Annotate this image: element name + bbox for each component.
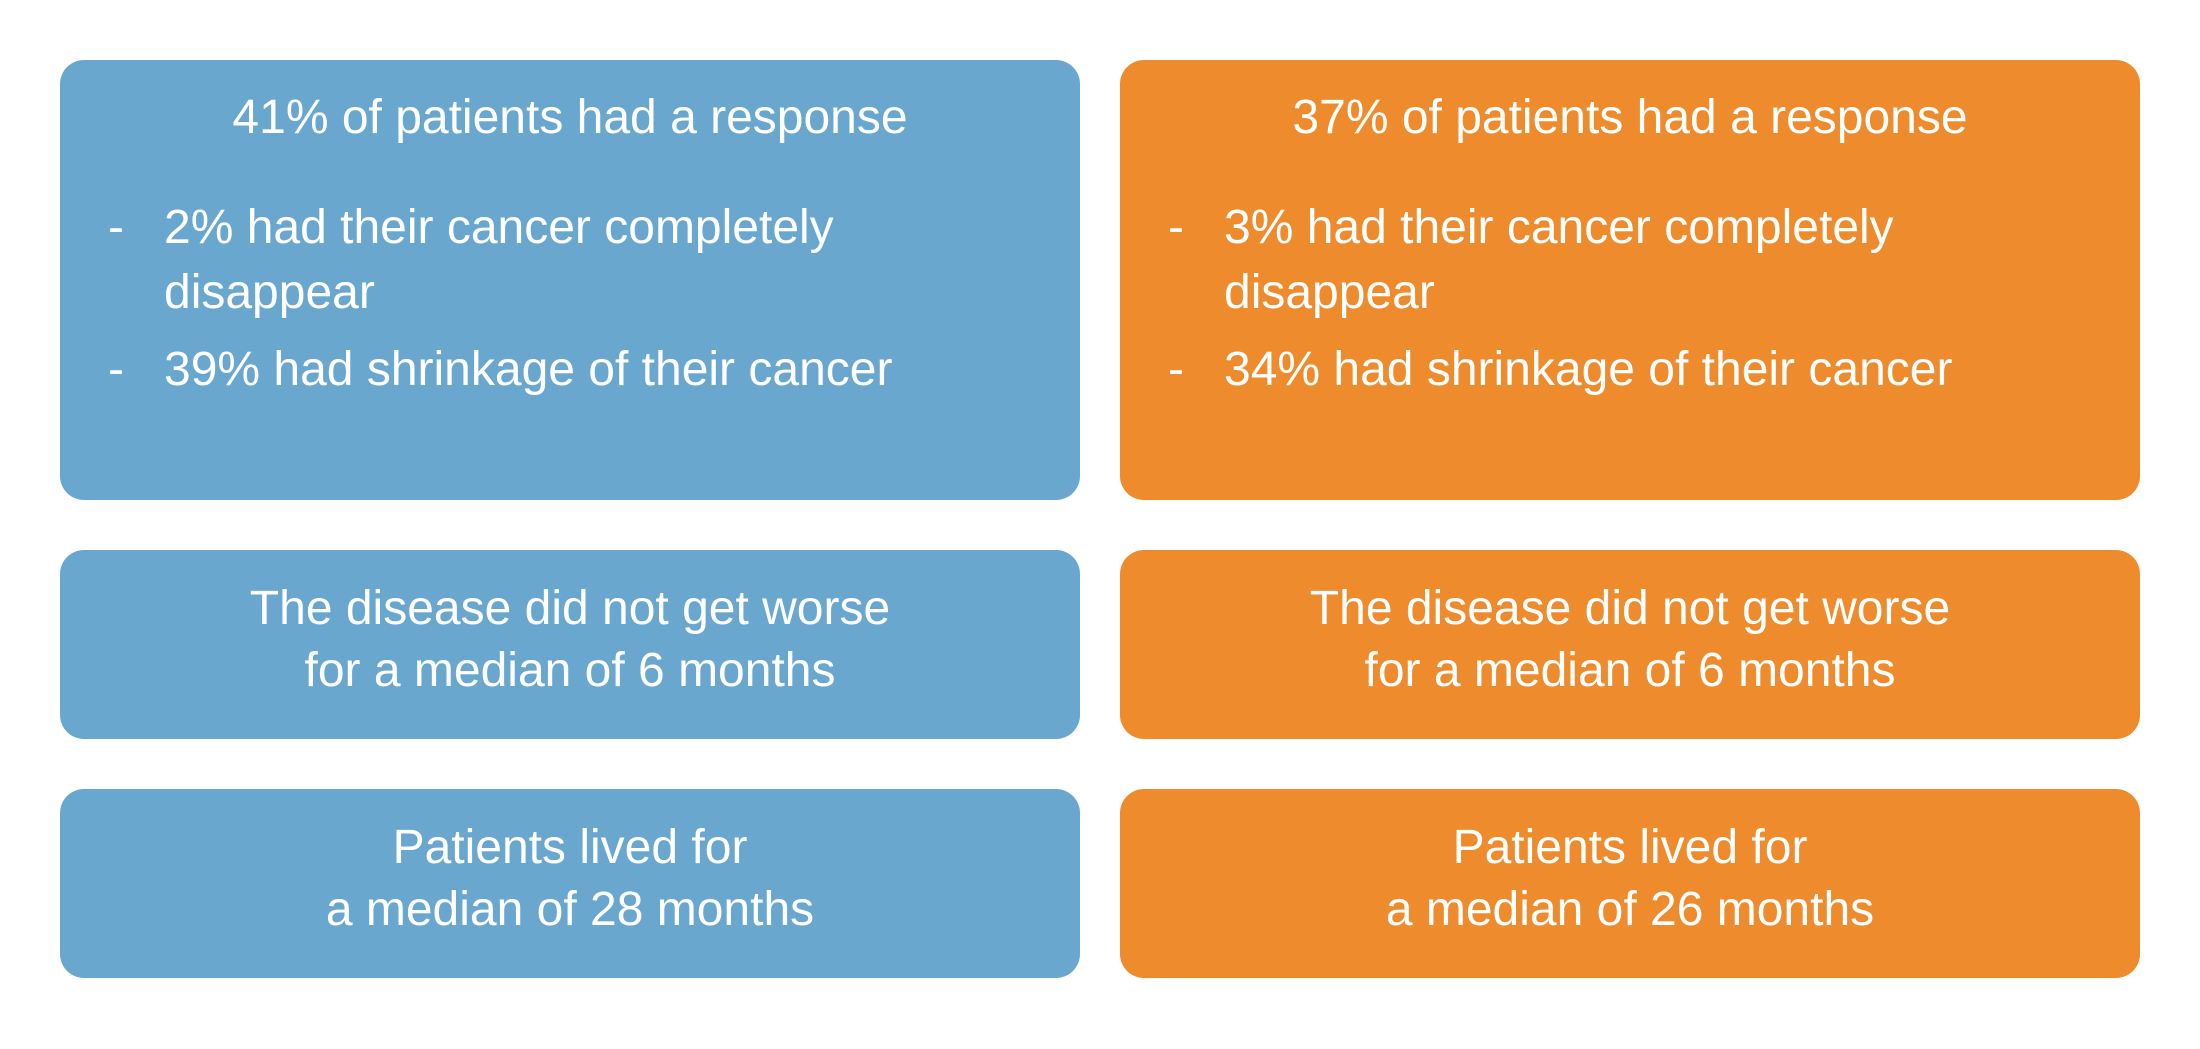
- right-progression-line2: for a median of 6 months: [1168, 640, 2092, 702]
- right-survival-line2: a median of 26 months: [1168, 879, 2092, 941]
- right-response-headline: 37% of patients had a response: [1168, 88, 2092, 148]
- right-response-bullets: -3% had their cancer completely disappea…: [1168, 196, 2092, 402]
- left-survival-line2: a median of 28 months: [108, 879, 1032, 941]
- left-progression-line2: for a median of 6 months: [108, 640, 1032, 702]
- left-response-card: 41% of patients had a response -2% had t…: [60, 60, 1080, 500]
- left-progression-line1: The disease did not get worse: [108, 578, 1032, 640]
- list-item: -3% had their cancer completely disappea…: [1168, 196, 2092, 326]
- left-survival-card: Patients lived for a median of 28 months: [60, 789, 1080, 978]
- list-item: -2% had their cancer completely disappea…: [108, 196, 1032, 326]
- right-survival-card: Patients lived for a median of 26 months: [1120, 789, 2140, 978]
- list-item: -34% had shrinkage of their cancer: [1168, 338, 2092, 403]
- right-survival-line1: Patients lived for: [1168, 817, 2092, 879]
- left-survival-line1: Patients lived for: [108, 817, 1032, 879]
- right-progression-card: The disease did not get worse for a medi…: [1120, 550, 2140, 739]
- right-progression-line1: The disease did not get worse: [1168, 578, 2092, 640]
- left-progression-card: The disease did not get worse for a medi…: [60, 550, 1080, 739]
- right-response-card: 37% of patients had a response -3% had t…: [1120, 60, 2140, 500]
- left-response-bullets: -2% had their cancer completely disappea…: [108, 196, 1032, 402]
- list-item: -39% had shrinkage of their cancer: [108, 338, 1032, 403]
- comparison-grid: 41% of patients had a response -2% had t…: [60, 60, 2140, 978]
- left-response-headline: 41% of patients had a response: [108, 88, 1032, 148]
